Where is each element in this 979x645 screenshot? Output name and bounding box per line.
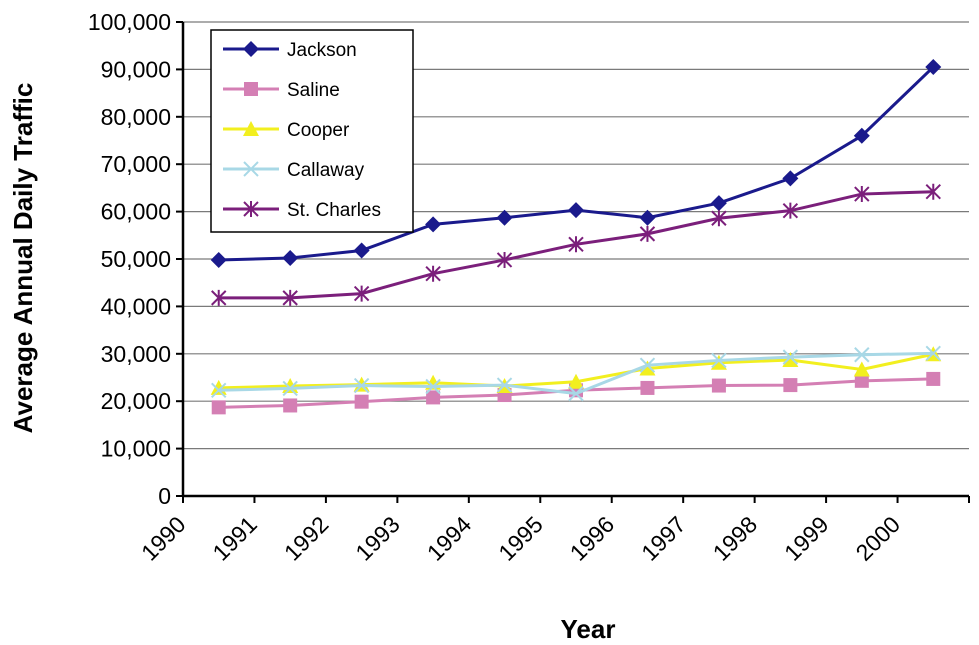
- data-point-callaway: [496, 377, 513, 393]
- data-point-saline: [283, 398, 298, 413]
- data-point-saline: [640, 380, 655, 395]
- x-tick-label: 1995: [493, 511, 548, 566]
- x-tick-label: 1998: [708, 511, 763, 566]
- series-st-charles: [211, 183, 941, 306]
- x-tick-label: 1996: [565, 511, 620, 566]
- data-point-callaway: [568, 385, 584, 402]
- data-point-saline: [783, 378, 798, 393]
- data-point-callaway: [782, 349, 799, 365]
- data-point-callaway: [639, 357, 656, 373]
- data-point-saline: [211, 400, 226, 415]
- data-point-saline: [926, 371, 941, 386]
- legend: Jackson Saline Cooper Callaway St. Charles: [210, 29, 414, 233]
- legend-label-st-charles: St. Charles: [287, 200, 381, 221]
- data-point-jackson: [210, 251, 227, 268]
- data-point-st-charles: [425, 265, 441, 282]
- data-point-jackson: [425, 216, 442, 233]
- data-point-saline: [711, 378, 726, 393]
- data-point-st-charles: [925, 183, 941, 200]
- y-axis-title: Average Annual Daily Traffic: [8, 83, 38, 434]
- data-point-saline: [354, 394, 369, 409]
- data-point-st-charles: [282, 289, 298, 306]
- legend-label-jackson: Jackson: [287, 40, 357, 61]
- y-tick-labels: 0 10,000 20,000 30,000 40,000 50,000 60,000 70,…: [88, 9, 171, 509]
- data-point-cooper: [782, 351, 799, 367]
- y-tick-label: 0: [158, 483, 171, 509]
- legend-box: [210, 29, 414, 233]
- data-point-cooper: [853, 361, 870, 377]
- series-jackson: [210, 59, 942, 268]
- data-point-st-charles: [854, 186, 870, 203]
- legend-marker-cooper: [243, 121, 259, 136]
- data-point-jackson: [353, 242, 370, 259]
- y-tick-label: 50,000: [101, 246, 171, 272]
- y-tick-label: 90,000: [101, 56, 171, 82]
- data-point-callaway: [925, 345, 941, 362]
- y-tick-label: 40,000: [101, 293, 171, 319]
- data-point-st-charles: [353, 285, 370, 302]
- series-lines: [210, 59, 942, 415]
- data-point-jackson: [496, 209, 513, 226]
- data-point-jackson: [853, 127, 870, 144]
- data-point-callaway: [425, 378, 441, 395]
- x-tick-label: 1994: [422, 511, 477, 566]
- x-tick-label: 1990: [136, 511, 191, 566]
- y-tick-label: 30,000: [101, 341, 171, 367]
- axes: [176, 21, 970, 503]
- series-callaway: [211, 345, 941, 402]
- data-point-cooper: [710, 354, 727, 370]
- data-point-saline: [426, 390, 441, 405]
- x-tick-label: 1992: [279, 511, 334, 566]
- legend-marker-st-charles: [243, 201, 259, 217]
- data-point-saline: [854, 373, 869, 388]
- legend-marker-jackson: [243, 41, 259, 57]
- data-point-jackson: [568, 202, 584, 219]
- data-point-jackson: [925, 59, 942, 76]
- data-point-callaway: [711, 352, 727, 369]
- x-tick-label: 1997: [636, 511, 691, 566]
- y-tick-label: 70,000: [101, 151, 171, 177]
- x-tick-label: 1991: [207, 511, 262, 566]
- y-tick-label: 10,000: [101, 436, 171, 462]
- data-point-callaway: [211, 382, 227, 399]
- y-tick-label: 60,000: [101, 199, 171, 225]
- legend-label-callaway: Callaway: [287, 160, 365, 181]
- data-point-jackson: [782, 170, 799, 187]
- data-point-jackson: [282, 250, 299, 267]
- data-point-st-charles: [639, 225, 656, 242]
- x-tick-label: 2000: [851, 511, 906, 566]
- data-point-jackson: [710, 195, 727, 212]
- legend-marker-saline: [244, 82, 258, 96]
- y-tick-label: 80,000: [101, 104, 171, 130]
- data-point-st-charles: [496, 251, 513, 268]
- x-tick-label: 1993: [350, 511, 405, 566]
- data-point-st-charles: [568, 236, 584, 253]
- data-point-callaway: [854, 347, 870, 363]
- y-tick-label: 100,000: [88, 9, 171, 35]
- x-tick-labels: 1990 1991 1992 1993 1994 1995 1996 1997 1998 1999…: [136, 511, 905, 566]
- data-point-st-charles: [782, 202, 799, 219]
- data-point-st-charles: [711, 210, 727, 227]
- data-point-cooper: [568, 373, 584, 389]
- legend-label-cooper: Cooper: [287, 120, 350, 141]
- data-point-callaway: [353, 377, 370, 394]
- x-axis-title: Year: [561, 614, 616, 644]
- legend-marker-callaway: [243, 161, 259, 177]
- data-point-st-charles: [211, 289, 227, 306]
- x-tick-label: 1999: [779, 511, 834, 566]
- data-point-cooper: [639, 360, 656, 376]
- legend-label-saline: Saline: [287, 80, 340, 101]
- y-tick-label: 20,000: [101, 388, 171, 414]
- data-point-jackson: [639, 209, 656, 226]
- data-point-callaway: [282, 380, 298, 397]
